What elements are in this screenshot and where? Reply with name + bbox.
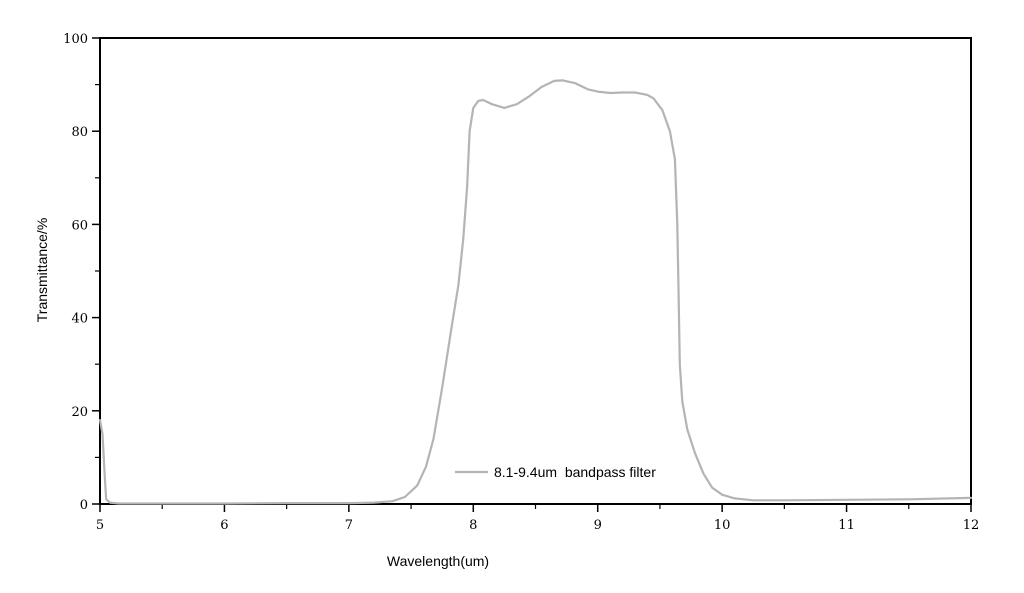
y-tick-label: 100 (63, 32, 88, 47)
x-tick-label: 9 (594, 518, 602, 533)
x-axis-title: Wavelength(um) (387, 553, 489, 569)
series-line (98, 79, 973, 505)
y-tick-label: 0 (80, 498, 88, 513)
y-axis-title: Transmittance/% (34, 218, 50, 323)
y-tick-label: 20 (71, 405, 88, 420)
x-tick-label: 5 (96, 518, 104, 533)
x-tick-label: 10 (714, 518, 731, 533)
plot-area-frame (99, 37, 972, 505)
x-tick-label: 7 (345, 518, 353, 533)
y-tick-label: 40 (71, 312, 88, 327)
y-tick-label: 60 (71, 218, 88, 233)
x-tick-label: 11 (838, 518, 855, 533)
x-tick-label: 12 (963, 518, 980, 533)
x-tick-label: 6 (220, 518, 228, 533)
y-tick-label: 80 (71, 125, 88, 140)
x-tick-label: 8 (469, 518, 477, 533)
legend-label: 8.1-9.4um bandpass filter (494, 464, 656, 480)
